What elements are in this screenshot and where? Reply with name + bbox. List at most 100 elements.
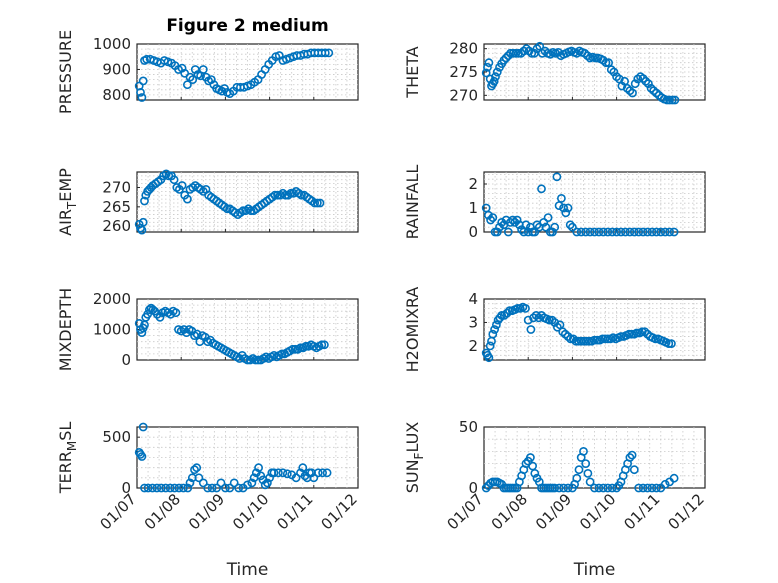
- data-point: [537, 184, 546, 194]
- data-point: [492, 67, 502, 77]
- x-tick-label: 01/07: [97, 490, 140, 533]
- data-point: [313, 468, 323, 478]
- data-point: [664, 339, 674, 348]
- data-point: [251, 355, 260, 365]
- y-tick-label: 2: [468, 175, 478, 193]
- y-tick-label: 280: [449, 40, 478, 58]
- data-point: [601, 58, 611, 68]
- x-tick-label: 01/12: [318, 490, 361, 533]
- data-point: [637, 327, 647, 337]
- data-point: [254, 463, 263, 473]
- data-point: [508, 215, 518, 225]
- data-point: [628, 88, 637, 98]
- data-point: [190, 465, 199, 475]
- data-point: [667, 95, 677, 105]
- data-point: [488, 329, 498, 339]
- data-point: [550, 222, 560, 232]
- data-point: [156, 483, 166, 493]
- data-point: [488, 213, 498, 222]
- data-point: [585, 477, 595, 487]
- data-point: [483, 62, 492, 72]
- series-points: [134, 169, 325, 235]
- data-point: [526, 453, 535, 462]
- data-point: [583, 468, 593, 478]
- y-tick-label: 500: [102, 428, 131, 446]
- data-point: [140, 196, 149, 206]
- data-point: [182, 194, 192, 204]
- data-point: [298, 463, 308, 473]
- data-point: [594, 483, 604, 493]
- data-point: [510, 217, 520, 227]
- data-point: [565, 220, 575, 230]
- data-point: [590, 227, 599, 237]
- data-point: [148, 483, 157, 493]
- data-point: [598, 483, 608, 493]
- x-axis-label: Time: [573, 560, 616, 580]
- series-points: [481, 41, 680, 105]
- subplot-6: 2 3 4 H2OMIXRA: [403, 287, 706, 372]
- data-point: [481, 483, 491, 493]
- y-tick-label: 2000: [93, 290, 131, 308]
- series-points: [481, 302, 676, 363]
- y-axis-label: RAINFALL: [403, 165, 422, 240]
- y-axis-label: AIRTEMP: [56, 168, 79, 236]
- data-point: [670, 95, 680, 105]
- data-point: [506, 48, 515, 58]
- data-point: [572, 227, 582, 237]
- data-point: [234, 483, 244, 493]
- data-point: [144, 305, 154, 315]
- data-point: [643, 227, 652, 237]
- y-tick-label: 260: [102, 217, 131, 235]
- data-point: [531, 310, 541, 320]
- data-point: [140, 483, 149, 493]
- data-point: [527, 48, 537, 58]
- data-point: [530, 468, 540, 478]
- subplot-1: 800 900 1000 PRESSURE: [56, 30, 359, 114]
- data-point: [269, 468, 279, 478]
- data-point: [568, 222, 577, 232]
- data-point: [137, 452, 147, 461]
- data-point: [497, 310, 507, 320]
- data-point: [185, 478, 195, 488]
- data-point: [192, 463, 202, 473]
- data-point: [581, 227, 591, 237]
- data-point: [212, 483, 221, 493]
- data-point: [483, 210, 493, 220]
- data-point: [243, 355, 252, 365]
- y-tick-label: 50: [459, 418, 478, 436]
- data-point: [216, 478, 226, 488]
- data-point: [548, 227, 557, 237]
- data-point: [634, 483, 644, 493]
- data-point: [485, 341, 495, 351]
- data-point: [581, 459, 591, 468]
- data-point: [262, 478, 272, 488]
- data-point: [553, 322, 562, 332]
- data-point: [634, 227, 644, 237]
- data-point: [265, 473, 274, 483]
- y-tick-label: 2: [468, 337, 478, 355]
- data-point: [273, 468, 283, 478]
- y-tick-label: 0: [121, 351, 131, 369]
- y-tick-label: 1: [468, 199, 478, 217]
- data-point: [638, 483, 648, 493]
- data-point: [138, 76, 148, 86]
- data-point: [590, 483, 599, 493]
- x-tick-label: 01/08: [488, 490, 531, 533]
- y-tick-label: 265: [102, 198, 131, 216]
- data-point: [584, 336, 594, 346]
- data-point: [217, 86, 227, 96]
- data-point: [550, 483, 560, 493]
- data-point: [625, 227, 635, 237]
- data-point: [503, 51, 513, 61]
- data-point: [632, 328, 642, 338]
- data-point: [647, 483, 657, 493]
- y-axis-label: SUNFLUX: [403, 422, 426, 494]
- data-point: [312, 198, 322, 208]
- data-point: [203, 483, 213, 493]
- data-point: [174, 483, 184, 493]
- x-tick-label: 01/08: [141, 490, 184, 533]
- data-point: [281, 190, 290, 200]
- figure-title: Figure 2 medium: [166, 16, 328, 36]
- data-point: [616, 332, 626, 341]
- data-point: [501, 53, 511, 63]
